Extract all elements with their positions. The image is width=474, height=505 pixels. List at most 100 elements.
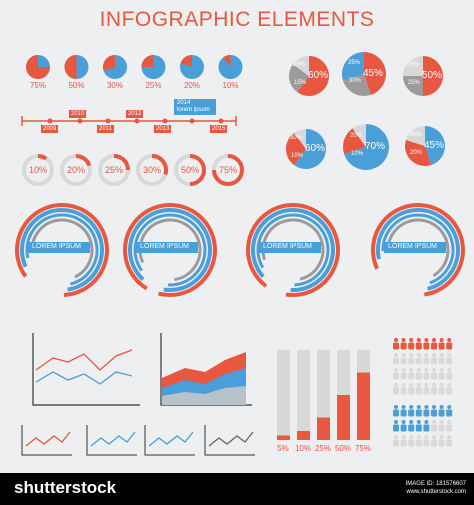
bar-fill-4: [337, 395, 350, 440]
arc-label-band-4: [384, 242, 446, 253]
person-icon: [415, 439, 422, 447]
small-pie-slice-4: [141, 55, 154, 67]
person-icon: [446, 409, 453, 417]
small-pie-label: 10%: [222, 81, 239, 90]
small-pie-slice-5: [180, 55, 192, 67]
bar-label: 5%: [277, 444, 289, 453]
timeline-note-year: 2014: [177, 100, 191, 106]
person-icon: [447, 435, 452, 439]
person-icon: [423, 409, 430, 417]
timeline-dot: [189, 118, 195, 124]
ring-progress-2: [75, 154, 92, 167]
big-pie-small-label: 20%: [409, 150, 422, 156]
person-icon: [409, 405, 414, 409]
footer-site[interactable]: www.shutterstock.com: [406, 489, 466, 495]
big-pie-main-label: 50%: [421, 70, 442, 81]
person-icon: [446, 424, 453, 432]
person-icon: [446, 357, 453, 365]
person-icon: [415, 387, 422, 395]
small-pies-group: [26, 55, 243, 79]
ring-label: 20%: [66, 165, 85, 175]
person-icon: [439, 405, 444, 409]
person-icon: [393, 409, 399, 417]
people-group: [393, 338, 453, 447]
person-icon: [401, 353, 406, 357]
big-pie-main-label: 60%: [304, 143, 325, 154]
timeline-dot: [134, 118, 140, 124]
person-icon: [393, 387, 399, 395]
person-icon: [401, 383, 406, 387]
person-icon: [424, 338, 429, 342]
arc-third-1: [25, 213, 99, 286]
ring-progress-1: [37, 154, 48, 161]
person-icon: [447, 383, 452, 387]
big-pie-slice-b-6: [405, 126, 425, 146]
person-icon: [394, 368, 398, 372]
person-icon: [446, 342, 453, 350]
person-icon: [423, 387, 430, 395]
person-icon: [416, 435, 421, 439]
big-pie-slice-b-4: [294, 129, 306, 149]
person-icon: [438, 372, 445, 380]
person-icon: [409, 368, 414, 372]
person-icon: [447, 420, 452, 424]
ring-progress-4: [151, 154, 168, 175]
person-icon: [394, 383, 398, 387]
bar-track-2: [297, 350, 310, 440]
timeline-year-top: 2012: [126, 110, 144, 118]
arc-inner-3: [261, 218, 325, 281]
small-pie-slice-6: [223, 55, 231, 67]
mini-chart-axes-3: [144, 425, 195, 456]
person-icon: [432, 383, 436, 387]
mini-chart-axes-4: [204, 425, 255, 456]
big-pie-small-label: 30%: [289, 135, 302, 141]
big-pie-main-label: 70%: [364, 141, 385, 152]
big-pie-main-1: [297, 56, 329, 96]
line-chart-1-red: [35, 349, 133, 371]
big-pie-small-label: 15%: [293, 80, 306, 86]
big-pie-small-label: 25%: [292, 62, 305, 68]
person-icon: [423, 372, 430, 380]
person-icon: [432, 405, 436, 409]
person-icon: [432, 353, 436, 357]
footer-image-id: IMAGE ID: 181576607: [405, 481, 466, 487]
ring-label: 50%: [180, 165, 199, 175]
person-icon: [424, 405, 429, 409]
person-icon: [447, 338, 452, 342]
person-icon: [416, 405, 421, 409]
big-pie-slice-a-1: [289, 64, 309, 93]
person-icon: [393, 424, 399, 432]
arc-second-4: [376, 208, 460, 291]
big-pie-slice-b-1: [292, 56, 309, 76]
big-pie-slice-a-6: [405, 139, 432, 166]
bar-label: 75%: [354, 444, 371, 453]
small-pie-label: 75%: [29, 81, 46, 90]
arc-label: LOREM IPSUM: [32, 243, 82, 250]
person-icon: [439, 368, 444, 372]
person-icon: [393, 357, 399, 365]
ring-label: 30%: [142, 165, 161, 175]
arc-label: LOREM IPSUM: [263, 243, 313, 250]
person-icon: [431, 409, 437, 417]
big-pie-main-2: [364, 52, 386, 95]
person-icon: [439, 338, 444, 342]
person-icon: [400, 342, 407, 350]
person-icon: [400, 357, 407, 365]
timeline-year-top: 2010: [69, 110, 87, 118]
person-icon: [432, 368, 436, 372]
person-icon: [408, 439, 415, 447]
rings-group: [22, 154, 244, 186]
person-icon: [394, 405, 398, 409]
bar-fill-2: [297, 431, 310, 440]
big-pie-small-label: 25%: [406, 62, 419, 68]
person-icon: [393, 342, 399, 350]
arc-inner-2: [138, 218, 202, 282]
person-icon: [401, 338, 406, 342]
person-icon: [408, 342, 415, 350]
arc-third-2: [133, 213, 207, 287]
person-icon: [415, 342, 422, 350]
person-icon: [432, 420, 436, 424]
area-chart-gray: [162, 386, 246, 405]
person-icon: [438, 357, 445, 365]
footer-brand[interactable]: shutterstock: [14, 478, 117, 497]
